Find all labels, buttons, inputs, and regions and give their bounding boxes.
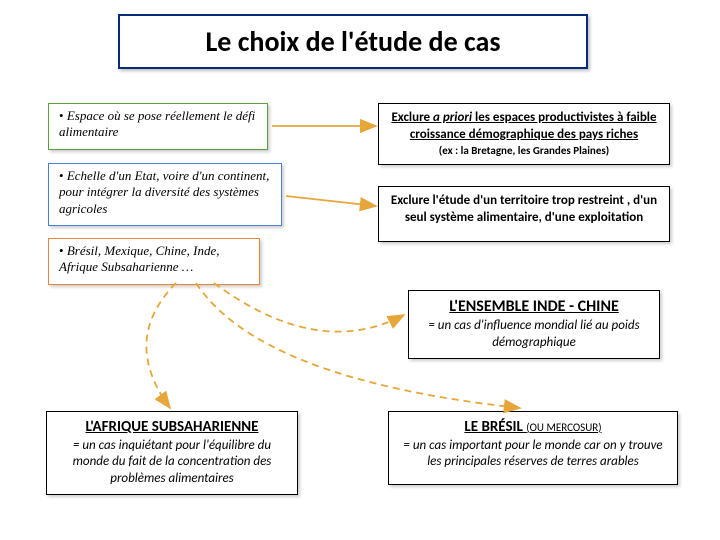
- page-title: Le choix de l'étude de cas: [140, 24, 566, 59]
- left-box-echelle-text: Echelle d'un Etat, voire d'un continent,…: [59, 168, 269, 216]
- left-box-pays-text: Brésil, Mexique, Chine, Inde, Afrique Su…: [59, 243, 220, 274]
- right-box-exclure-territoire: Exclure l'étude d'un territoire trop res…: [378, 186, 670, 242]
- bb2-sub: = un cas important pour le monde car on …: [399, 438, 667, 472]
- bb1-heading: L'AFRIQUE SUBSAHARIENNE: [57, 418, 287, 438]
- left-box-pays: • Brésil, Mexique, Chine, Inde, Afrique …: [48, 238, 260, 285]
- bb1-sub: = un cas inquiétant pour l'équilibre du …: [57, 438, 287, 489]
- rb1-example: (ex : la Bretagne, les Grandes Plaines): [389, 144, 659, 158]
- left-box-echelle: • Echelle d'un Etat, voire d'un continen…: [48, 163, 282, 226]
- rb1-pre: Exclure: [391, 110, 433, 125]
- bb2-heading: LE BRÉSIL: [464, 418, 526, 436]
- right-box-exclure-priori: Exclure a priori les espaces productivis…: [378, 103, 670, 165]
- left-box-espace: • Espace où se pose réellement le défi a…: [48, 103, 268, 150]
- bb2-heading-suffix: (OU MERCOSUR): [526, 421, 601, 434]
- title-box: Le choix de l'étude de cas: [118, 14, 588, 69]
- rb1-italic: a priori: [433, 110, 472, 125]
- right-box-inde-chine: L'ENSEMBLE INDE - CHINE = un cas d'influ…: [408, 290, 660, 359]
- bottom-box-afrique: L'AFRIQUE SUBSAHARIENNE = un cas inquiét…: [46, 411, 298, 495]
- left-box-espace-text: Espace où se pose réellement le défi ali…: [59, 108, 255, 139]
- rb3-heading: L'ENSEMBLE INDE - CHINE: [419, 297, 649, 318]
- rb3-sub: = un cas d'influence mondial lié au poid…: [419, 318, 649, 352]
- rb2-text: Exclure l'étude d'un territoire trop res…: [389, 193, 659, 227]
- bottom-box-bresil: LE BRÉSIL (OU MERCOSUR) = un cas importa…: [388, 411, 678, 485]
